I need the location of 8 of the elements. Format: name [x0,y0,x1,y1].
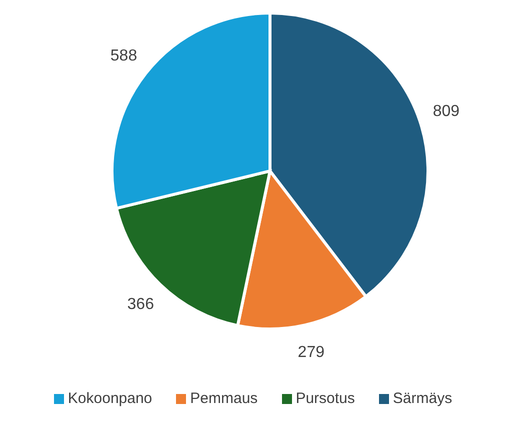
data-label: 809 [432,102,460,120]
legend-label: Kokoonpano [68,390,152,407]
legend-label: Pursotus [296,390,355,407]
data-label: 588 [110,48,138,65]
data-label: 366 [127,296,154,314]
data-label: 279 [298,344,325,361]
legend-label: Särmäys [392,390,452,407]
legend-label: Pemmaus [190,390,258,407]
